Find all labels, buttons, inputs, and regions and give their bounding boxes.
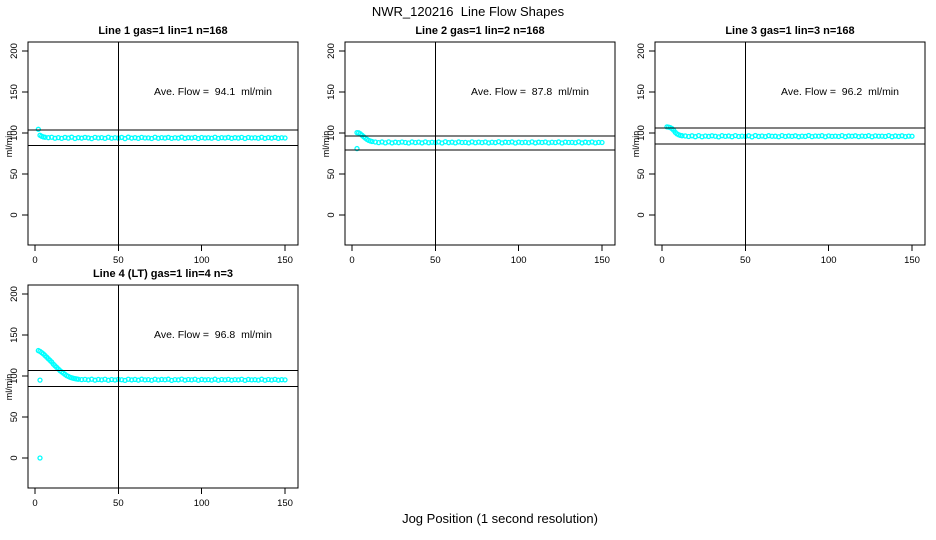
data-point [812,133,818,139]
y-tick-label: 100 [9,125,20,141]
x-tick-label: 0 [349,255,354,266]
y-tick-label: 200 [636,43,647,59]
y-tick-label: 100 [326,125,337,141]
data-point [906,133,912,139]
y-tick-label: 150 [9,327,20,343]
data-point [249,377,255,383]
plot-box [344,41,616,246]
x-tick-label: 0 [32,255,37,266]
y-tick-label: 100 [9,368,20,384]
data-point [249,135,255,141]
data-point [459,139,465,146]
y-tick-label: 150 [9,84,20,100]
data-point [279,377,285,383]
data-point [79,376,85,383]
data-point [679,133,685,139]
x-tick-label: 0 [659,255,664,266]
y-tick-label: 100 [636,125,647,141]
x-tick-label: 50 [113,498,124,509]
panel-title: Line 1 gas=1 lin=1 n=168 [98,25,228,37]
panel-line-2: Line 2 gas=1 lin=2 n=168 Ave. Flow = 87.… [321,25,616,266]
scatter-plot: 0 50 100 150 0 50 100 150 200 [326,41,616,266]
x-tick-label: 150 [904,255,920,266]
panel-title: Line 4 (LT) gas=1 lin=4 n=3 [92,268,234,280]
data-point [739,133,745,139]
y-tick-label: 0 [9,212,20,217]
data-point [909,133,915,139]
x-tick-label: 100 [194,498,210,509]
panel-line-1: Line 1 gas=1 lin=1 n=168 Ave. Flow = 94.… [4,25,299,266]
data-point [566,139,572,146]
data-point [37,377,43,383]
x-tick-label: 150 [277,255,293,266]
panel-line-3: Line 3 gas=1 lin=3 n=168 Ave. Flow = 96.… [631,25,926,266]
ave-flow-annotation: Ave. Flow = 96.2 ml/min [781,86,899,98]
scatter-plot: 0 50 100 150 0 50 100 150 200 [9,41,299,266]
data-point [279,135,285,141]
y-tick-label: 50 [9,169,20,180]
data-point [35,126,41,132]
x-tick-label: 100 [511,255,527,266]
x-axis-label: Jog Position (1 second resolution) [402,511,598,526]
ave-flow-annotation: Ave. Flow = 94.1 ml/min [154,86,272,98]
y-tick-label: 50 [326,169,337,180]
x-tick-label: 50 [113,255,124,266]
scatter-plot: 0 50 100 150 0 50 100 150 200 [636,41,926,266]
y-tick-label: 0 [636,212,647,217]
ave-flow-annotation: Ave. Flow = 87.8 ml/min [471,86,589,98]
x-tick-label: 0 [32,498,37,509]
x-tick-label: 50 [740,255,751,266]
x-tick-label: 150 [277,498,293,509]
panel-title: Line 2 gas=1 lin=2 n=168 [415,25,545,37]
data-point [596,139,602,145]
y-tick-label: 200 [326,43,337,59]
x-tick-label: 100 [194,255,210,266]
y-tick-label: 200 [9,286,20,302]
y-tick-label: 150 [636,84,647,100]
x-tick-label: 100 [821,255,837,266]
data-point [769,133,775,139]
y-tick-label: 50 [636,169,647,180]
data-point [599,139,605,146]
data-point [282,135,288,141]
y-tick-label: 200 [9,43,20,59]
figure-title: NWR_120216 Line Flow Shapes [371,4,565,19]
panel-title: Line 3 gas=1 lin=3 n=168 [725,25,855,37]
x-tick-label: 150 [594,255,610,266]
x-tick-label: 50 [430,255,441,266]
y-tick-label: 0 [326,212,337,217]
data-point [282,377,288,383]
data-point [876,133,882,139]
y-tick-label: 150 [326,84,337,100]
panel-line-4: Line 4 (LT) gas=1 lin=4 n=3 Ave. Flow = … [4,268,299,509]
data-point [37,455,43,461]
data-point [142,135,148,141]
data-point [142,377,148,383]
ave-flow-annotation: Ave. Flow = 96.8 ml/min [154,329,272,341]
scatter-plot: 0 50 100 150 0 50 100 150 200 [9,284,299,509]
plot-box [27,41,299,246]
data-point [829,133,835,140]
y-tick-label: 0 [9,455,20,460]
y-tick-label: 50 [9,412,20,423]
